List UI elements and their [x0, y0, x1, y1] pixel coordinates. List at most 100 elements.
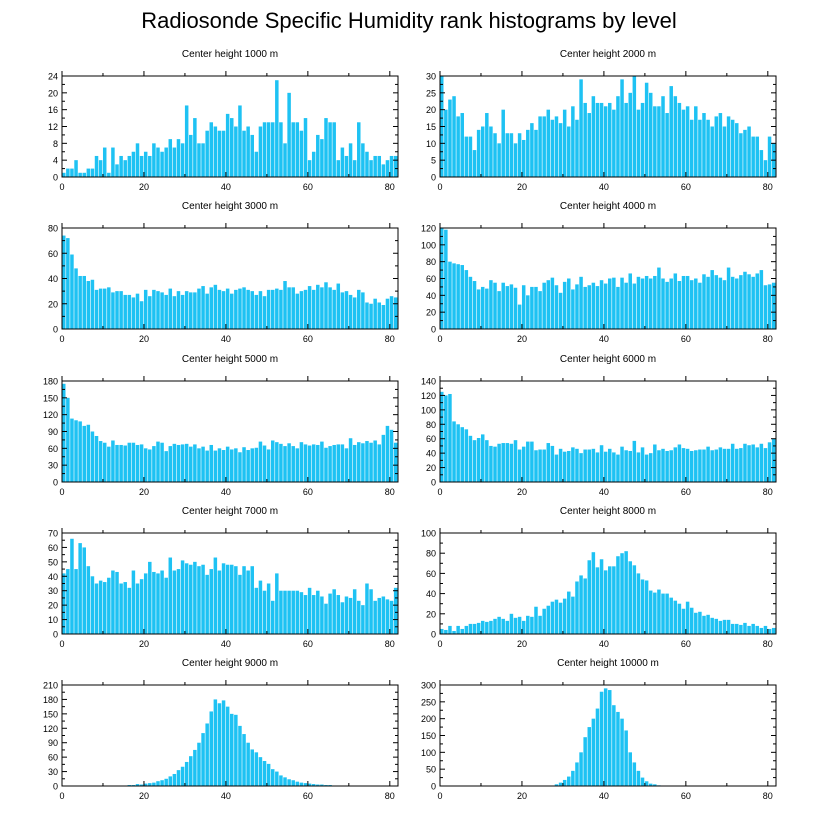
histogram-bar	[554, 599, 559, 634]
histogram-bar	[361, 143, 365, 177]
histogram-bar	[287, 443, 291, 482]
histogram-bar	[254, 294, 259, 329]
histogram-bar	[628, 92, 632, 177]
histogram-bar	[365, 302, 369, 329]
histogram-bar	[303, 783, 308, 786]
histogram-bar	[148, 783, 152, 786]
histogram-bar	[107, 577, 111, 634]
histogram-bar	[706, 446, 710, 482]
histogram-bar	[283, 777, 287, 786]
x-tick-label: 80	[385, 487, 395, 497]
histogram-bar	[542, 608, 546, 634]
histogram-bar	[205, 723, 209, 786]
histogram-bar	[710, 617, 714, 634]
histogram-bar	[242, 130, 246, 177]
histogram-bar	[497, 443, 501, 482]
x-tick-label: 60	[303, 334, 313, 344]
y-tick-label: 10	[426, 139, 436, 149]
histogram-bar	[489, 126, 493, 177]
x-tick-label: 60	[681, 182, 691, 192]
x-tick-label: 0	[59, 182, 64, 192]
histogram-bar	[86, 281, 91, 329]
histogram-bar	[640, 278, 645, 329]
histogram-bar	[156, 781, 160, 786]
histogram-bar	[373, 600, 377, 634]
histogram-bar	[739, 275, 743, 329]
x-tick-label: 20	[139, 791, 149, 801]
histogram-bar	[172, 570, 177, 634]
histogram-bar	[591, 718, 596, 786]
x-tick-label: 40	[221, 334, 231, 344]
histogram-bar	[497, 143, 501, 177]
histogram-bar	[759, 150, 764, 177]
histogram-bar	[164, 294, 168, 329]
histogram-bar	[648, 278, 653, 329]
histogram-bar	[176, 139, 181, 177]
histogram-bar	[70, 168, 74, 177]
histogram-bar	[127, 155, 132, 177]
histogram-bar	[295, 781, 300, 786]
histogram-bar	[644, 275, 649, 329]
histogram-bar	[702, 274, 706, 329]
histogram-bar	[316, 284, 320, 329]
histogram-bar	[332, 589, 336, 634]
histogram-bar	[234, 289, 238, 329]
histogram-bar	[521, 285, 526, 329]
histogram-bar	[624, 551, 628, 634]
histogram-bar	[599, 445, 604, 482]
histogram-bar	[365, 583, 369, 634]
histogram-bar	[201, 446, 205, 482]
histogram-bar	[86, 566, 91, 634]
histogram-bar	[238, 574, 242, 634]
histogram-bar	[673, 96, 678, 177]
histogram-bar	[620, 277, 624, 329]
panel-title: Center height 9000 m	[182, 658, 278, 669]
y-tick-label: 180	[43, 377, 58, 387]
histogram-bar	[299, 130, 304, 177]
x-tick-label: 20	[517, 791, 527, 801]
y-tick-label: 150	[43, 393, 58, 403]
histogram-bar	[102, 288, 107, 329]
histogram-bar	[677, 603, 682, 634]
histogram-bar	[66, 168, 70, 177]
histogram-bar	[608, 566, 612, 634]
histogram-bar	[70, 254, 74, 329]
histogram-bar	[501, 109, 505, 177]
x-tick-label: 0	[59, 487, 64, 497]
histogram-bar	[603, 570, 608, 634]
histogram-bar	[743, 443, 747, 482]
histogram-bar	[94, 289, 99, 329]
histogram-bar	[197, 566, 201, 634]
histogram-bar	[250, 749, 254, 786]
histogram-bar	[135, 583, 140, 634]
histogram-bar	[74, 160, 78, 177]
histogram-bar	[123, 445, 127, 482]
histogram-bar	[184, 105, 189, 177]
histogram-bar	[612, 705, 616, 786]
histogram-bar	[747, 625, 751, 634]
histogram-bar	[127, 587, 132, 634]
histogram-bar	[558, 292, 563, 329]
histogram-bar	[497, 291, 501, 329]
histogram-bar	[644, 82, 649, 177]
histogram-bar	[242, 447, 246, 482]
histogram-bar	[238, 288, 242, 329]
histogram-bar	[205, 130, 209, 177]
histogram-bar	[213, 557, 218, 634]
panel-title: Center height 8000 m	[560, 506, 656, 517]
histogram-bar	[377, 597, 382, 634]
x-tick-label: 40	[599, 182, 609, 192]
histogram-bar	[632, 283, 637, 329]
histogram-bar	[107, 172, 111, 177]
histogram-bar	[698, 282, 702, 329]
histogram-bar	[189, 446, 193, 482]
x-tick-label: 0	[437, 639, 442, 649]
histogram-bar	[468, 276, 473, 329]
x-tick-label: 20	[139, 487, 149, 497]
y-tick-label: 100	[421, 529, 436, 539]
histogram-bar	[657, 450, 661, 482]
histogram-bar	[480, 286, 485, 329]
histogram-bar	[209, 122, 214, 177]
histogram-bar	[156, 573, 160, 634]
